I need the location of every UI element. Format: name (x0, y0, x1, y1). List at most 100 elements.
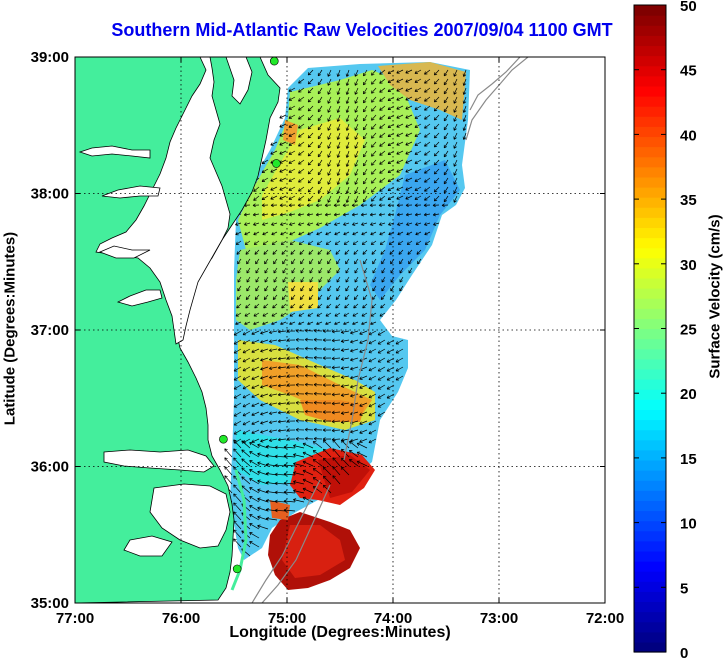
velocity-vector (317, 177, 323, 185)
velocity-vector (268, 438, 278, 443)
velocity-vector (255, 267, 260, 274)
y-tick-label: 39:00 (31, 49, 69, 66)
velocity-vector (242, 339, 251, 345)
velocity-vector (379, 222, 386, 226)
velocity-vector (307, 78, 314, 85)
colorbar-swatch (634, 35, 666, 47)
velocity-vector (261, 168, 269, 173)
velocity-vector (260, 375, 269, 380)
velocity-vector (414, 177, 422, 182)
colorbar-swatch (634, 621, 666, 633)
velocity-vector (307, 222, 314, 226)
velocity-vector (242, 429, 251, 435)
velocity-vector (433, 150, 440, 157)
velocity-vector (270, 203, 278, 208)
velocity-vector (268, 411, 278, 416)
velocity-vector (348, 440, 359, 449)
velocity-vector (251, 420, 260, 425)
velocity-vector (253, 222, 260, 226)
velocity-vector (443, 132, 449, 140)
velocity-vector (274, 454, 287, 459)
velocity-vector (359, 393, 368, 398)
velocity-vector (370, 312, 377, 317)
velocity-vector (245, 294, 251, 301)
velocity-vector (433, 177, 440, 184)
velocity-vector (233, 538, 242, 548)
velocity-vector (317, 159, 323, 167)
colorbar-swatch (634, 389, 666, 400)
velocity-field (230, 62, 470, 590)
velocity-vector (379, 78, 386, 84)
colorbar-swatch (634, 106, 666, 117)
x-tick-label: 72:00 (586, 610, 624, 627)
velocity-vector (268, 357, 278, 362)
velocity-vector (249, 505, 260, 512)
velocity-vector (342, 203, 350, 208)
velocity-vector (405, 96, 413, 101)
colorbar-swatch (634, 156, 666, 168)
velocity-vector (317, 150, 323, 158)
velocity-vector (316, 312, 323, 317)
velocity-vector (396, 105, 404, 110)
velocity-vector (312, 441, 323, 449)
velocity-vector (370, 240, 377, 245)
velocity-vector (233, 493, 242, 503)
velocity-vector (298, 159, 305, 165)
colorbar-tick-label: 0 (680, 645, 688, 659)
velocity-vector (279, 150, 287, 155)
velocity-vector (405, 132, 413, 137)
velocity-vector (414, 96, 422, 101)
velocity-vector (327, 195, 332, 203)
velocity-vector (298, 186, 305, 192)
velocity-vector (331, 410, 341, 415)
velocity-vector (408, 258, 413, 265)
velocity-patch-offshore-east (370, 160, 460, 300)
velocity-vector (405, 123, 413, 128)
velocity-vector (331, 401, 341, 406)
velocity-vector (264, 258, 269, 265)
velocity-vector (327, 105, 332, 113)
velocity-vector (244, 231, 251, 236)
velocity-vector (233, 420, 242, 426)
velocity-vector (415, 240, 422, 245)
velocity-vector (399, 285, 404, 292)
colorbar-swatch (634, 500, 666, 512)
velocity-vector (351, 212, 359, 217)
velocity-vector (279, 141, 287, 146)
velocity-vector (354, 195, 359, 203)
velocity-vector (453, 186, 458, 194)
velocity-vector (253, 312, 260, 317)
velocity-vector (336, 87, 341, 95)
velocity-vector (396, 87, 404, 92)
velocity-vector (307, 177, 314, 184)
isobath-5 (261, 484, 331, 603)
velocity-vector (245, 303, 251, 309)
velocity-vector (244, 321, 251, 326)
velocity-vector (289, 321, 296, 326)
colorbar-swatch (634, 166, 666, 178)
velocity-vector (343, 222, 350, 226)
velocity-vector (331, 365, 341, 370)
velocity-vector (322, 457, 332, 467)
velocity-vector (369, 212, 377, 217)
velocity-vector (251, 411, 260, 416)
velocity-vector (354, 96, 359, 104)
velocity-vector (414, 69, 422, 74)
velocity-vector (298, 141, 305, 147)
velocity-vector (260, 384, 269, 389)
velocity-vector (280, 321, 287, 326)
velocity-vector (322, 356, 332, 360)
velocity-vector (304, 337, 314, 342)
velocity-vector (274, 481, 287, 486)
velocity-vector (362, 294, 368, 301)
velocity-vector (288, 132, 296, 137)
colorbar-swatch (634, 257, 666, 269)
colorbar-swatch (634, 25, 666, 36)
velocity-vector (280, 231, 287, 236)
velocity-vector (326, 294, 332, 301)
velocity-vector (317, 186, 323, 194)
velocity-vector (242, 384, 251, 390)
velocity-vector (295, 328, 305, 333)
velocity-vector (335, 249, 341, 255)
velocity-vector (354, 258, 359, 265)
